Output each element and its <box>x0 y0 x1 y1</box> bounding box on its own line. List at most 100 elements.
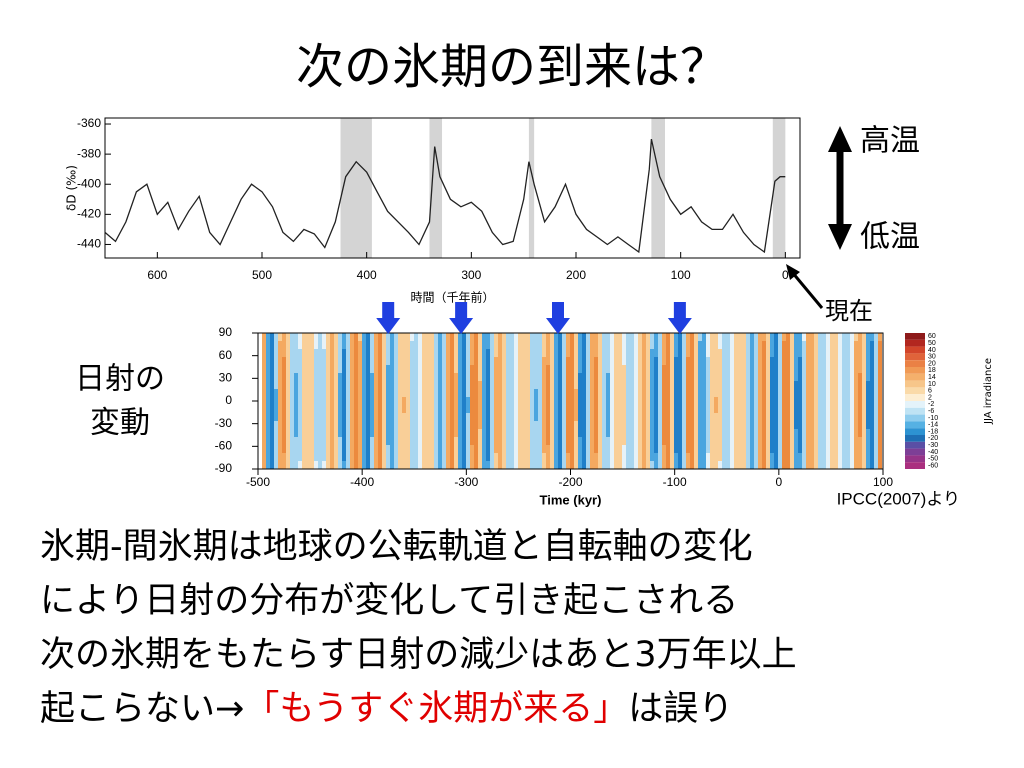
field-cell <box>290 373 294 381</box>
field-cell <box>490 397 494 405</box>
field-cell <box>286 429 290 437</box>
field-cell <box>874 381 878 389</box>
field-cell <box>622 381 626 389</box>
field-cell <box>630 437 634 445</box>
field-cell <box>762 397 766 405</box>
field-cell <box>574 365 578 373</box>
field-cell <box>534 389 538 397</box>
field-cell <box>642 389 646 397</box>
field-cell <box>694 461 698 469</box>
field-cell <box>702 381 706 389</box>
field-cell <box>618 453 622 461</box>
field-cell <box>426 405 430 413</box>
field-cell <box>270 341 274 349</box>
field-cell <box>818 429 822 437</box>
field-cell <box>442 413 446 421</box>
field-cell <box>642 381 646 389</box>
field-cell <box>750 429 754 437</box>
field-cell <box>534 341 538 349</box>
field-cell <box>866 389 870 397</box>
field-cell <box>338 405 342 413</box>
field-cell <box>822 437 826 445</box>
field-cell <box>874 389 878 397</box>
field-cell <box>566 381 570 389</box>
x-tick-label: -500 <box>246 475 270 489</box>
field-cell <box>662 413 666 421</box>
field-cell <box>778 357 782 365</box>
field-cell <box>370 389 374 397</box>
field-cell <box>330 373 334 381</box>
field-cell <box>398 365 402 373</box>
field-cell <box>634 381 638 389</box>
interglacial-band <box>429 118 443 258</box>
field-cell <box>710 397 714 405</box>
field-cell <box>262 365 266 373</box>
field-cell <box>438 437 442 445</box>
field-cell <box>418 349 422 357</box>
field-cell <box>374 461 378 469</box>
field-cell <box>494 453 498 461</box>
field-cell <box>642 349 646 357</box>
field-cell <box>774 357 778 365</box>
field-cell <box>614 397 618 405</box>
field-cell <box>810 445 814 453</box>
field-cell <box>786 389 790 397</box>
field-cell <box>498 445 502 453</box>
field-cell <box>302 341 306 349</box>
field-cell <box>658 349 662 357</box>
field-cell <box>522 445 526 453</box>
field-cell <box>866 397 870 405</box>
field-cell <box>534 365 538 373</box>
field-cell <box>598 397 602 405</box>
field-cell <box>674 429 678 437</box>
field-cell <box>626 413 630 421</box>
field-cell <box>590 349 594 357</box>
field-cell <box>734 333 738 341</box>
field-cell <box>270 349 274 357</box>
field-cell <box>266 405 270 413</box>
field-cell <box>274 365 278 373</box>
field-cell <box>382 397 386 405</box>
field-cell <box>742 445 746 453</box>
field-cell <box>762 405 766 413</box>
field-cell <box>814 413 818 421</box>
field-cell <box>350 365 354 373</box>
field-cell <box>314 373 318 381</box>
body-line: 起こらない→「もうすぐ氷期が来る」は誤り <box>40 689 733 729</box>
field-cell <box>350 453 354 461</box>
field-cell <box>546 341 550 349</box>
field-cell <box>382 445 386 453</box>
field-cell <box>598 365 602 373</box>
field-cell <box>498 405 502 413</box>
field-cell <box>570 389 574 397</box>
field-cell <box>710 413 714 421</box>
field-cell <box>334 413 338 421</box>
field-cell <box>494 357 498 365</box>
field-cell <box>538 333 542 341</box>
field-cell <box>434 397 438 405</box>
field-cell <box>270 373 274 381</box>
field-cell <box>550 349 554 357</box>
field-cell <box>314 397 318 405</box>
field-cell <box>294 421 298 429</box>
field-cell <box>818 397 822 405</box>
field-cell <box>646 445 650 453</box>
field-cell <box>414 349 418 357</box>
field-cell <box>706 461 710 469</box>
field-cell <box>354 397 358 405</box>
field-cell <box>850 373 854 381</box>
field-cell <box>658 341 662 349</box>
field-cell <box>494 341 498 349</box>
field-cell <box>862 365 866 373</box>
field-cell <box>582 341 586 349</box>
field-cell <box>818 333 822 341</box>
field-cell <box>510 397 514 405</box>
field-cell <box>650 341 654 349</box>
x-tick-label: -400 <box>350 475 374 489</box>
field-cell <box>362 413 366 421</box>
field-cell <box>286 421 290 429</box>
field-cell <box>698 357 702 365</box>
field-cell <box>794 437 798 445</box>
field-cell <box>518 405 522 413</box>
field-cell <box>586 429 590 437</box>
